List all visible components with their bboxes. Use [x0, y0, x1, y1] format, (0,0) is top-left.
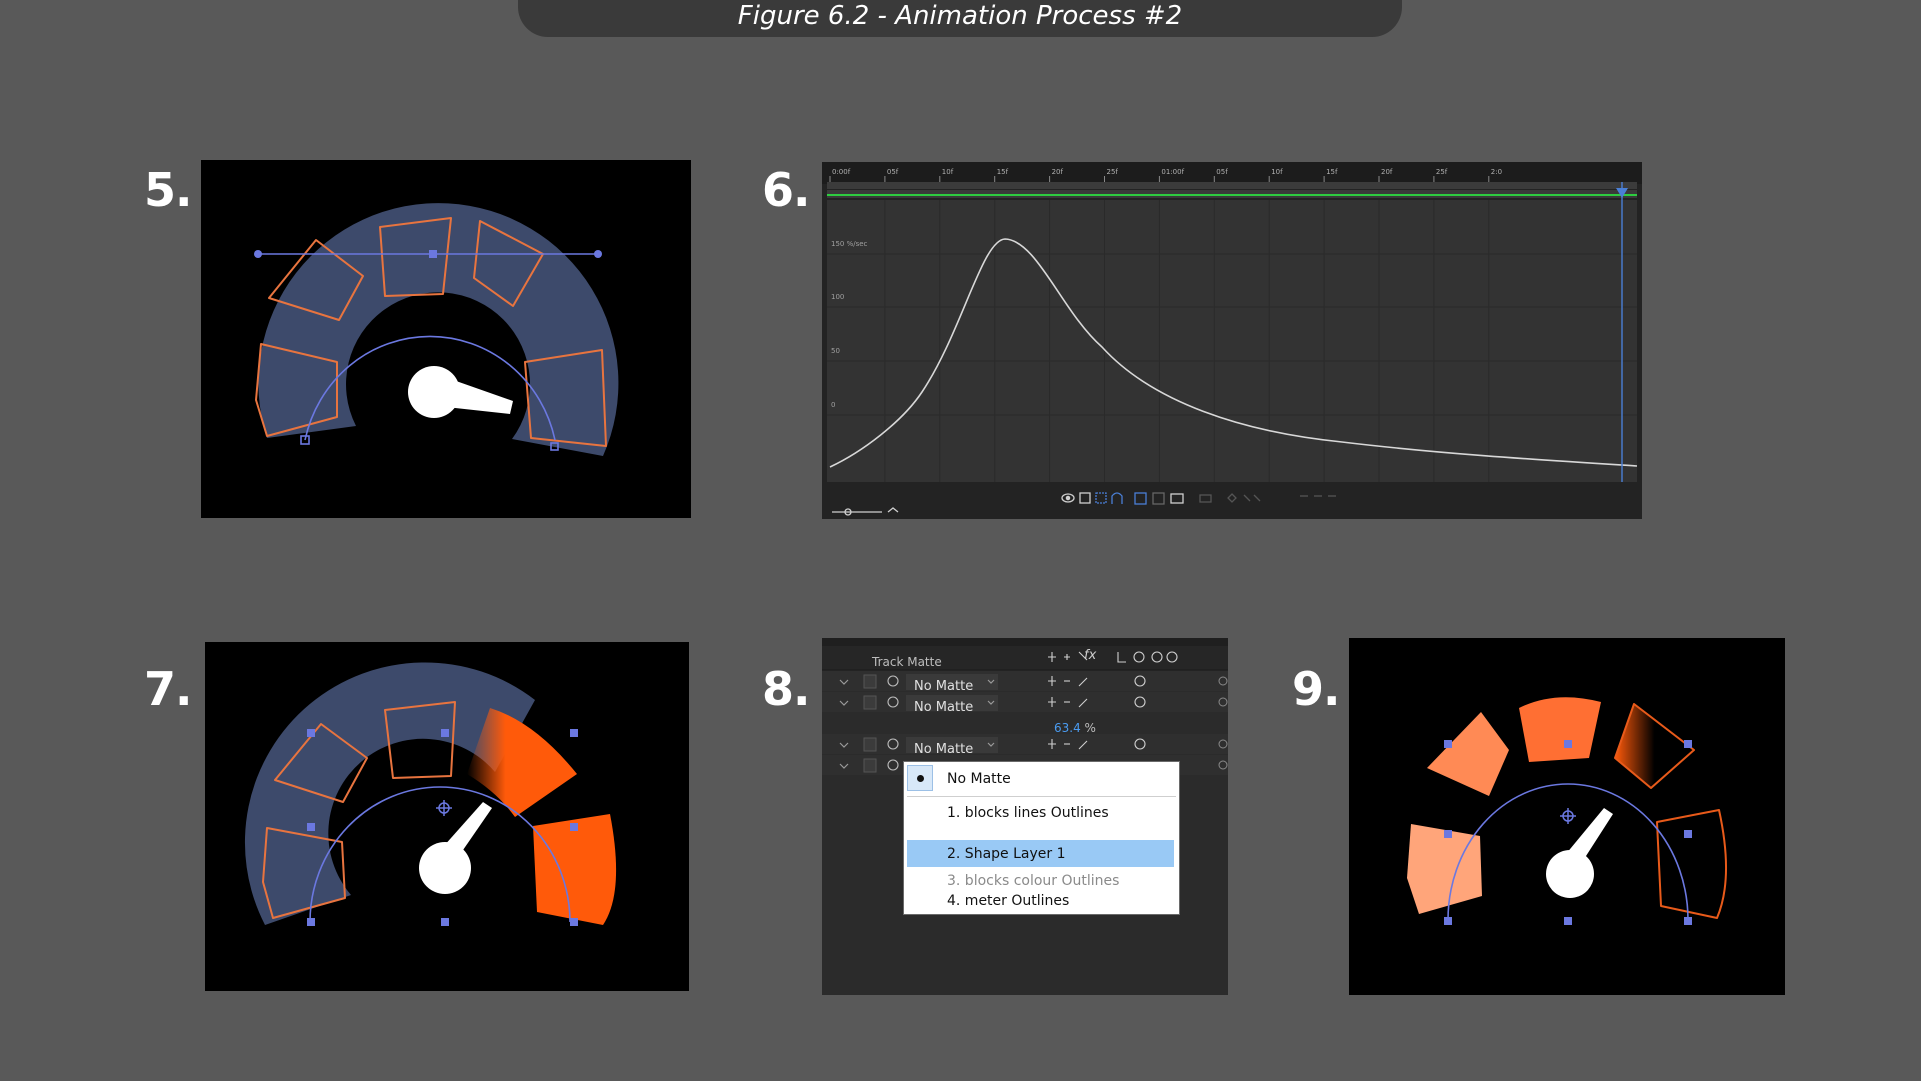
timeline-edge-icons — [1218, 676, 1228, 770]
block-4-fading — [1615, 704, 1694, 788]
menu-item-blocks-lines-outlines[interactable]: 1. blocks lines Outlines — [947, 805, 1109, 821]
track-matte-select-2[interactable]: No Matte — [914, 700, 974, 715]
figure-title-bar: Figure 6.2 - Animation Process #2 — [518, 0, 1402, 37]
orange-block-solid — [533, 814, 617, 925]
track-matte-header: Track Matte — [872, 655, 942, 669]
y-tick-label: 50 — [831, 347, 840, 355]
fx-icon: fx — [1084, 648, 1097, 663]
block-outlines — [262, 701, 456, 919]
time-tick-label: 05f — [887, 168, 899, 176]
step-number-6: 6. — [762, 163, 810, 217]
step8-layers-panel: fx Track Matte No Matte No Matte 63.4 % … — [822, 638, 1228, 995]
step7-gauge — [244, 662, 617, 926]
block-outline-4 — [473, 220, 544, 307]
track-matte-select-1[interactable]: No Matte — [914, 679, 974, 694]
gauge-needle — [1546, 808, 1613, 898]
speed-curve — [829, 238, 1638, 468]
step9-gauge — [1407, 697, 1728, 925]
menu-item-blocks-colour-outlines: 3. blocks colour Outlines — [947, 873, 1120, 889]
block-outline-3 — [379, 217, 452, 297]
snap-icon — [1111, 492, 1123, 504]
y-tick-label: 150 %/sec — [831, 240, 868, 248]
block-2 — [1427, 712, 1509, 796]
menu-item-meter-outlines[interactable]: 4. meter Outlines — [947, 893, 1070, 909]
menu-item-shape-layer-1[interactable]: 2. Shape Layer 1 — [947, 846, 1066, 862]
anchor-point-icon — [1560, 808, 1576, 824]
time-tick-label: 0:00f — [832, 168, 851, 176]
graph-toolbar — [832, 492, 1336, 516]
time-tick-label: 10f — [942, 168, 954, 176]
block-1 — [1407, 824, 1482, 914]
eye-icon — [1061, 493, 1075, 503]
step-number-9: 9. — [1292, 662, 1340, 716]
step6-graph-editor: 0:00f 05f 10f 15f 20f 25f 01:00f 05f 10f 15f 20f 25… — [822, 162, 1642, 519]
motion-path — [304, 335, 556, 441]
row-expand-icons — [839, 679, 995, 769]
time-tick-label: 2:0 — [1491, 168, 1502, 176]
block-outline-1 — [255, 343, 338, 437]
step5-canvas — [201, 160, 691, 518]
step7-canvas — [205, 642, 689, 991]
time-tick-label: 15f — [1326, 168, 1338, 176]
time-tick-label: 15f — [997, 168, 1009, 176]
current-time-marker — [1616, 188, 1628, 198]
transform-handles — [307, 729, 578, 926]
gauge-arc-band — [244, 662, 535, 925]
time-tick-label: 10f — [1271, 168, 1283, 176]
keyframe-tools-icon — [1227, 493, 1261, 503]
gauge-needle — [419, 802, 492, 894]
separate-dimensions-icon — [1170, 493, 1184, 504]
gauge-needle — [408, 366, 513, 418]
step5-gauge — [254, 203, 619, 456]
bezier-points — [254, 250, 602, 258]
track-matte-icons — [887, 675, 899, 771]
step-number-5: 5. — [144, 163, 192, 217]
fit-all-icon — [1152, 492, 1165, 505]
time-tick-label: 05f — [1216, 168, 1228, 176]
graph-area — [827, 200, 1637, 482]
anchor-point-right — [550, 442, 559, 451]
block-outline-5 — [524, 349, 607, 447]
y-tick-label: 100 — [831, 293, 844, 301]
track-matte-dropdown[interactable]: No Matte 1. blocks lines Outlines 2. Sha… — [903, 761, 1180, 915]
switch-boxes — [863, 674, 877, 773]
step-number-8: 8. — [762, 662, 810, 716]
fit-selection-icon — [1134, 492, 1147, 505]
block-3 — [1519, 697, 1601, 762]
orange-block-fading — [467, 708, 577, 817]
menu-separator — [907, 796, 1176, 797]
block-outlines — [255, 217, 607, 447]
speed-graph: 0:00f 05f 10f 15f 20f 25f 01:00f 05f 10f 15f 20f 25… — [822, 162, 1642, 519]
checked-bullet-icon — [907, 765, 933, 791]
time-tick-label: 01:00f — [1161, 168, 1184, 176]
anchor-point-icon — [436, 800, 452, 816]
time-tick-label: 20f — [1052, 168, 1064, 176]
motion-path — [309, 786, 571, 923]
step-number-7: 7. — [144, 662, 192, 716]
transform-box-icon — [1095, 492, 1107, 504]
time-tick-label: 20f — [1381, 168, 1393, 176]
time-tick-label: 25f — [1436, 168, 1448, 176]
percent-value[interactable]: 63.4 % — [1054, 721, 1096, 735]
track-matte-select-3[interactable]: No Matte — [914, 742, 974, 757]
figure-title: Figure 6.2 - Animation Process #2 — [737, 1, 1183, 31]
anchor-point-left — [300, 435, 310, 445]
y-tick-label: 0 — [831, 401, 835, 409]
motion-path — [1447, 783, 1689, 921]
menu-item-no-matte[interactable]: No Matte — [947, 771, 1011, 787]
step9-canvas — [1349, 638, 1785, 995]
block-outlines — [1614, 703, 1728, 919]
menu-highlight — [907, 840, 1174, 867]
transform-handles — [1444, 740, 1692, 925]
time-tick-label: 25f — [1107, 168, 1119, 176]
layer-switch-icons — [1048, 651, 1178, 750]
graph-type-icon — [1079, 492, 1091, 504]
zoom-slider-icon — [832, 507, 899, 516]
gauge-arc-band — [258, 203, 619, 456]
block-outline-2 — [268, 239, 364, 321]
